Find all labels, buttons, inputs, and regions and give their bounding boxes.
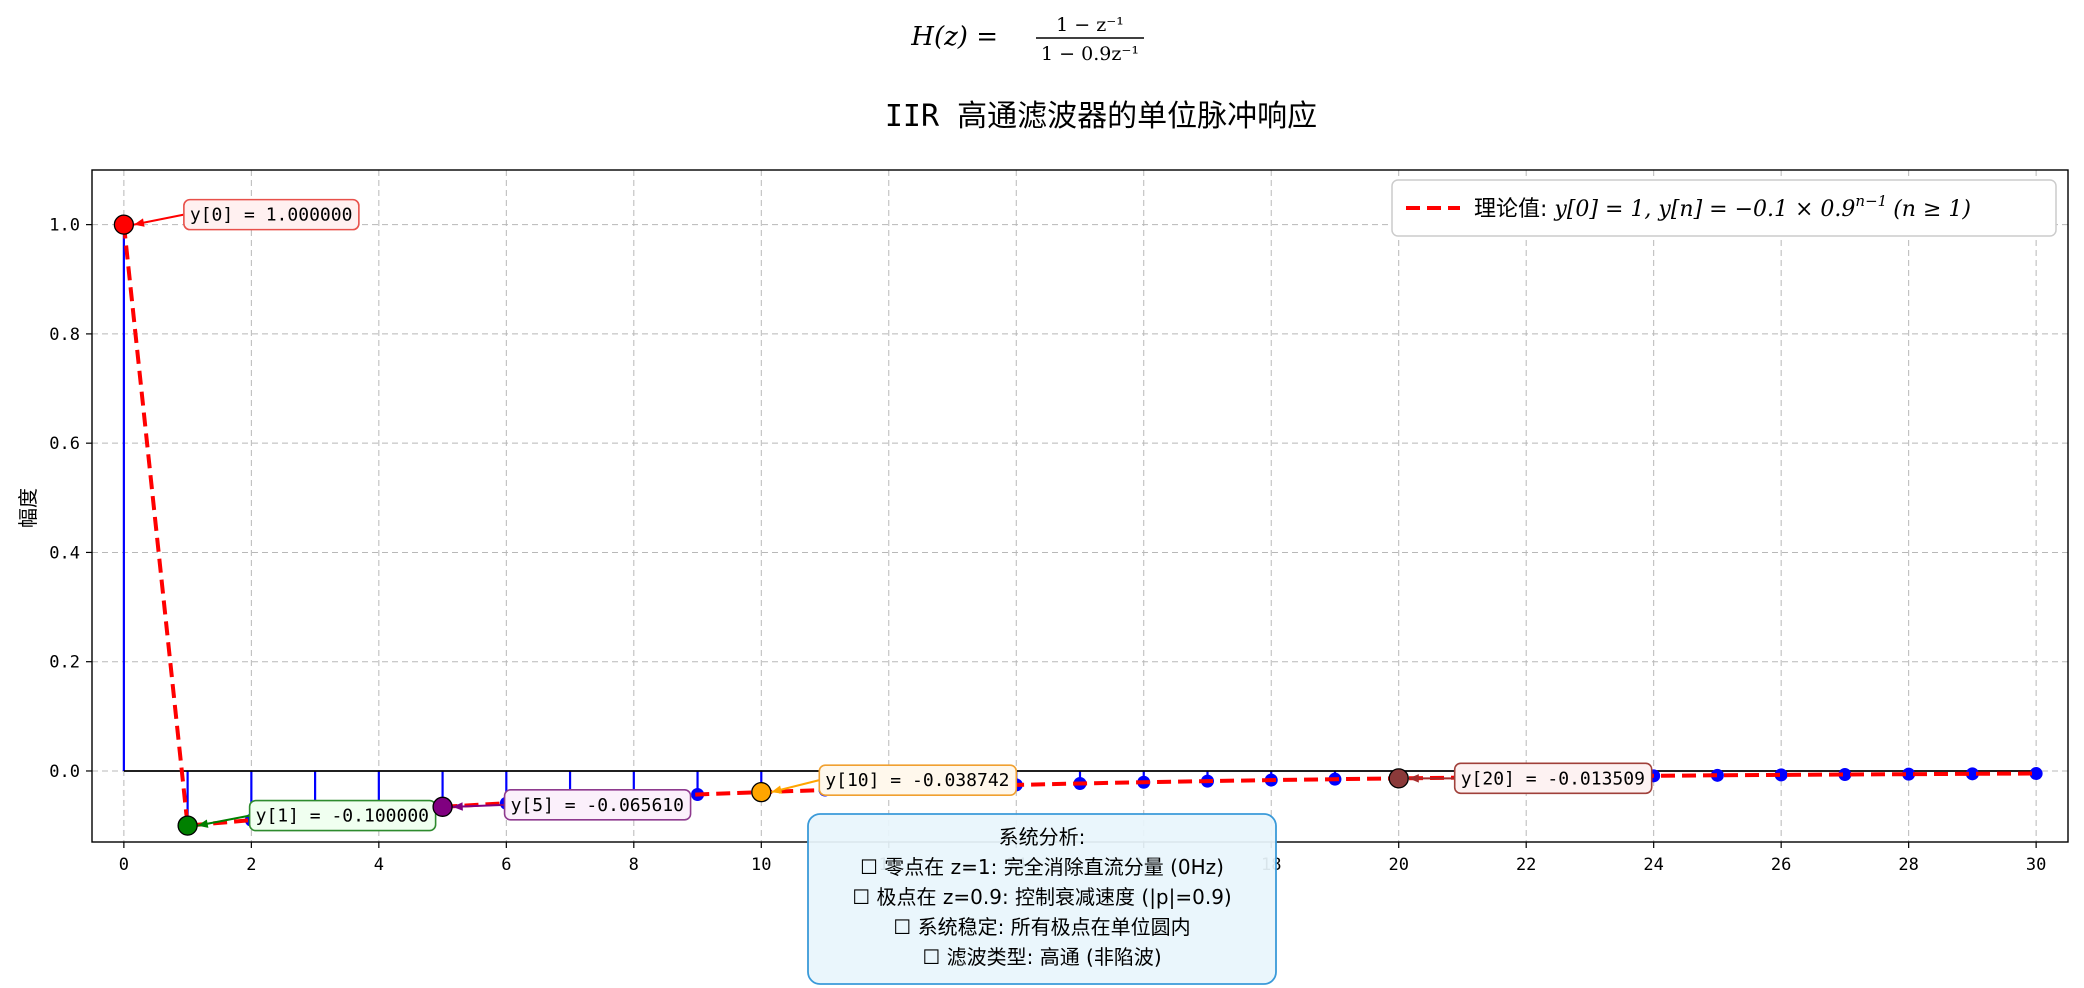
annotation-marker <box>432 796 453 817</box>
annotation-label: y[1] = -0.100000 <box>256 806 429 827</box>
annotation-box <box>818 764 1018 796</box>
y-tick-label: 0.8 <box>49 325 80 345</box>
annotation-box <box>248 799 437 832</box>
stem-marker <box>1965 767 1979 781</box>
annotation-arrowhead <box>452 802 463 811</box>
y-tick-label: 1.0 <box>49 216 80 236</box>
y-tick-label: 0.0 <box>49 762 80 782</box>
x-tick-label: 24 <box>1643 855 1663 875</box>
formula-lhs: H(z) = <box>910 22 998 52</box>
annotation-label: y[10] = -0.038742 <box>825 770 1009 791</box>
chart-title: IIR 高通滤波器的单位脉冲响应 <box>885 99 1317 134</box>
x-tick-label: 4 <box>374 855 384 875</box>
x-tick-label: 20 <box>1388 855 1408 875</box>
legend-label: 理论值: y[0] = 1, y[n] = −0.1 × 0.9n−1 (n ≥ … <box>1474 192 1971 222</box>
stem-marker <box>2029 767 2043 781</box>
annotation-label: y[5] = -0.065610 <box>511 795 684 816</box>
annotation-arrowhead <box>771 785 783 794</box>
x-tick-label: 6 <box>501 855 511 875</box>
annotation-arrowhead <box>1408 774 1419 783</box>
formula: H(z) = 1 − z⁻¹ 1 − 0.9z⁻¹ <box>910 14 1144 65</box>
legend-eqn-base: y[n] = −0.1 × 0.9 <box>1657 197 1855 222</box>
annotation-label: y[20] = -0.013509 <box>1461 768 1645 789</box>
annotation-box <box>183 198 360 231</box>
stem-marker <box>1902 767 1916 781</box>
formula-numerator: 1 − z⁻¹ <box>1056 14 1124 36</box>
annotation-box <box>1453 762 1653 795</box>
annotation-box <box>503 789 692 821</box>
x-tick-label: 22 <box>1516 855 1536 875</box>
stem-marker <box>1710 768 1724 782</box>
x-tick-label: 10 <box>751 855 771 875</box>
info-line: ☐ 零点在 z=1: 完全消除直流分量 (0Hz) <box>860 855 1224 879</box>
legend-prefix: 理论值: <box>1474 197 1554 222</box>
annotation-marker <box>1388 768 1409 789</box>
y-tick-label: 0.2 <box>49 653 80 673</box>
legend-box <box>1391 179 2057 237</box>
x-tick-label: 0 <box>119 855 129 875</box>
theory-series <box>121 224 2037 828</box>
info-box: 系统分析: ☐ 零点在 z=1: 完全消除直流分量 (0Hz) ☐ 极点在 z=0.… <box>807 813 1277 985</box>
legend-condition: (n ≥ 1) <box>1893 197 1971 222</box>
x-tick-label: 30 <box>2026 855 2046 875</box>
formula-denominator: 1 − 0.9z⁻¹ <box>1041 43 1139 65</box>
x-tick-label: 26 <box>1771 855 1791 875</box>
info-line: ☐ 极点在 z=0.9: 控制衰减速度 (|p|=0.9) <box>852 885 1232 909</box>
y-axis-label: 幅度 <box>16 488 40 528</box>
annotation-arrowhead <box>133 218 145 227</box>
x-tick-label: 28 <box>1898 855 1918 875</box>
x-tick-label: 2 <box>246 855 256 875</box>
annotation-marker <box>113 214 135 235</box>
legend-eqn-exponent: n−1 <box>1855 192 1887 210</box>
stem-marker <box>1774 768 1788 782</box>
y-tick-label: 0.4 <box>49 543 80 563</box>
y-tick-label: 0.6 <box>49 434 80 454</box>
legend-eq0: y[0] = 1, <box>1553 197 1658 222</box>
theory-line <box>121 224 2037 828</box>
legend: 理论值: y[0] = 1, y[n] = −0.1 × 0.9n−1 (n ≥ … <box>1391 179 2057 237</box>
x-tick-label: 8 <box>629 855 639 875</box>
annotation-label: y[0] = 1.000000 <box>190 205 353 226</box>
stem-marker <box>1838 768 1852 782</box>
annotation-marker <box>177 815 198 836</box>
annotations: y[0] = 1.000000 y[1] = -0.100000 y[5] = -0… <box>113 198 1653 836</box>
info-line: ☐ 系统稳定: 所有极点在单位圆内 <box>893 915 1190 939</box>
annotation-marker <box>751 781 772 803</box>
info-line: ☐ 滤波类型: 高通 (非陷波) <box>922 945 1161 969</box>
info-line: 系统分析: <box>999 825 1086 849</box>
info-box-panel <box>807 813 1277 985</box>
annotation-arrowhead <box>197 819 209 828</box>
